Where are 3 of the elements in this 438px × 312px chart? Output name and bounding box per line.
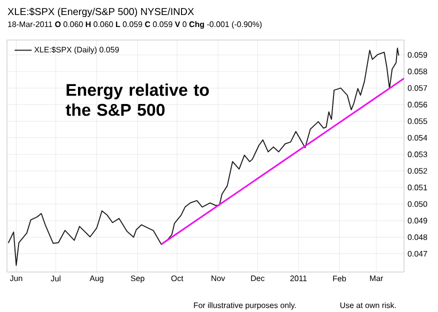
chart-title: XLE:$SPX (Energy/S&P 500) NYSE/INDX: [8, 8, 194, 18]
annotation: Energy relative to the S&P 500: [66, 84, 209, 116]
line-series: [8, 48, 400, 266]
